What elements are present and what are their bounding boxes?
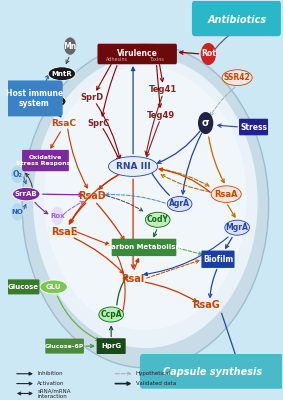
Text: GLU: GLU: [46, 284, 61, 290]
Text: RsaA: RsaA: [215, 190, 238, 199]
Text: Rot: Rot: [201, 50, 216, 58]
Ellipse shape: [40, 280, 67, 294]
FancyBboxPatch shape: [140, 354, 283, 389]
Circle shape: [64, 38, 76, 55]
Ellipse shape: [211, 186, 241, 202]
Text: Activation: Activation: [37, 381, 65, 386]
Text: SrrAB: SrrAB: [15, 191, 38, 197]
Text: MgrA: MgrA: [226, 223, 248, 232]
Ellipse shape: [22, 44, 269, 368]
Text: CodY: CodY: [147, 215, 169, 224]
Text: Glucose: Glucose: [8, 284, 39, 290]
Text: Teg41: Teg41: [149, 85, 177, 94]
Ellipse shape: [222, 70, 252, 86]
Text: Adhesins: Adhesins: [106, 57, 128, 62]
FancyBboxPatch shape: [45, 339, 84, 354]
Text: Host immune
system: Host immune system: [6, 89, 63, 108]
Text: σ: σ: [202, 118, 209, 128]
FancyBboxPatch shape: [97, 338, 126, 354]
Text: Oxidative
Stress Response: Oxidative Stress Response: [16, 155, 75, 166]
Text: MntR: MntR: [52, 71, 72, 77]
Text: Stress: Stress: [240, 122, 267, 132]
Text: Toxins: Toxins: [149, 57, 164, 62]
FancyBboxPatch shape: [22, 150, 69, 171]
Ellipse shape: [167, 196, 192, 212]
Text: RNA III: RNA III: [116, 162, 151, 171]
FancyBboxPatch shape: [239, 119, 268, 135]
Circle shape: [51, 207, 63, 225]
Text: Rox: Rox: [50, 213, 65, 219]
Text: Validated data: Validated data: [136, 381, 176, 386]
FancyBboxPatch shape: [97, 44, 177, 64]
Ellipse shape: [12, 188, 40, 201]
Text: HprG: HprG: [101, 343, 121, 349]
Ellipse shape: [225, 220, 249, 235]
Ellipse shape: [145, 212, 170, 227]
Text: Biofilm: Biofilm: [203, 255, 233, 264]
Ellipse shape: [108, 157, 158, 176]
Text: SprD: SprD: [80, 93, 104, 102]
Text: CcpA: CcpA: [100, 310, 122, 319]
FancyBboxPatch shape: [8, 279, 39, 294]
FancyBboxPatch shape: [6, 80, 63, 116]
Text: Teg49: Teg49: [146, 111, 175, 120]
Text: MetR: MetR: [43, 98, 64, 104]
Text: AgrA: AgrA: [169, 200, 190, 208]
Text: Glucose-6P: Glucose-6P: [45, 344, 84, 349]
Text: Virulence: Virulence: [117, 50, 158, 58]
FancyBboxPatch shape: [112, 239, 176, 256]
Text: NO: NO: [11, 209, 23, 215]
Text: RsaI: RsaI: [121, 274, 145, 284]
Text: RsaE: RsaE: [52, 227, 78, 237]
FancyBboxPatch shape: [192, 1, 281, 36]
Text: O₂: O₂: [12, 170, 22, 179]
Ellipse shape: [44, 66, 247, 330]
Circle shape: [201, 43, 216, 65]
Text: SSR42: SSR42: [224, 73, 250, 82]
Text: Antibiotics: Antibiotics: [207, 15, 267, 25]
Text: RsaG: RsaG: [192, 300, 220, 310]
Text: RsaD: RsaD: [78, 191, 106, 201]
FancyBboxPatch shape: [201, 250, 235, 268]
Text: Hypothetical: Hypothetical: [136, 371, 171, 376]
Text: Carbon Metabolism: Carbon Metabolism: [106, 244, 183, 250]
Text: RsaC: RsaC: [51, 118, 76, 128]
Text: sRNA/mRNA
interaction: sRNA/mRNA interaction: [37, 388, 71, 399]
Ellipse shape: [41, 95, 66, 108]
Circle shape: [11, 203, 23, 220]
Circle shape: [11, 166, 23, 183]
Ellipse shape: [48, 67, 76, 81]
Text: Inhibition: Inhibition: [37, 371, 63, 376]
Text: Mn: Mn: [63, 42, 77, 50]
Text: SprC: SprC: [88, 118, 110, 128]
Text: Capsule synthesis: Capsule synthesis: [163, 367, 262, 377]
Ellipse shape: [99, 307, 123, 322]
Ellipse shape: [33, 56, 258, 348]
Circle shape: [198, 112, 213, 134]
